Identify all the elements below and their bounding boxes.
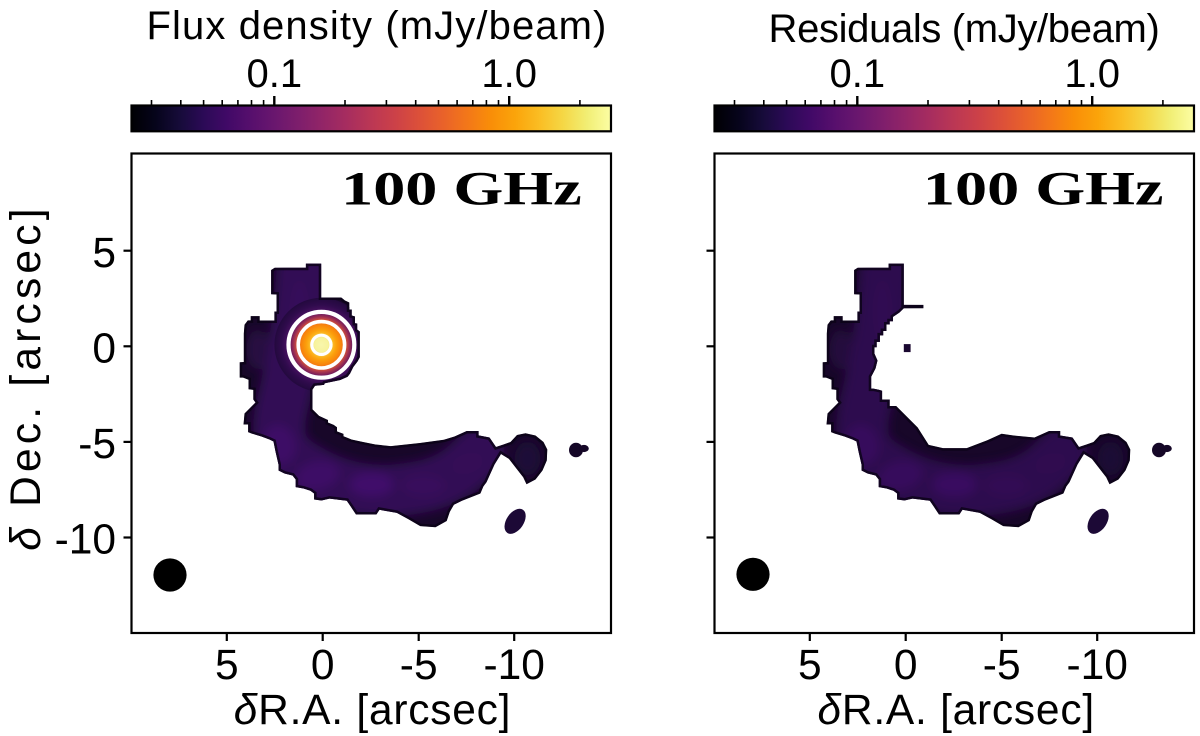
- svg-text:100 GHz: 100 GHz: [341, 163, 582, 216]
- svg-text:-5: -5: [400, 642, 438, 689]
- svg-text:-10: -10: [483, 642, 544, 689]
- svg-text:100 GHz: 100 GHz: [923, 163, 1164, 216]
- svg-text:-10: -10: [1066, 642, 1127, 689]
- svg-text:0.1: 0.1: [246, 52, 302, 96]
- svg-text:1.0: 1.0: [481, 52, 537, 96]
- svg-text:0: 0: [311, 642, 335, 689]
- svg-text:0: 0: [92, 325, 116, 372]
- svg-text:5: 5: [215, 642, 239, 689]
- svg-text:5: 5: [798, 642, 822, 689]
- svg-text:δR.A. [arcsec]: δR.A. [arcsec]: [818, 687, 1095, 734]
- svg-text:δR.A. [arcsec]: δR.A. [arcsec]: [234, 687, 511, 734]
- svg-text:-10: -10: [55, 517, 116, 564]
- svg-text:-5: -5: [983, 642, 1021, 689]
- svg-text:0.1: 0.1: [829, 52, 885, 96]
- svg-text:-5: -5: [78, 421, 116, 468]
- svg-text:δ Dec. [arcsec]: δ Dec. [arcsec]: [3, 204, 50, 550]
- svg-text:Residuals (mJy/beam): Residuals (mJy/beam): [769, 7, 1160, 51]
- svg-text:5: 5: [92, 230, 116, 277]
- svg-text:1.0: 1.0: [1064, 52, 1120, 96]
- svg-text:Flux density (mJy/beam): Flux density (mJy/beam): [147, 4, 608, 48]
- svg-text:0: 0: [894, 642, 918, 689]
